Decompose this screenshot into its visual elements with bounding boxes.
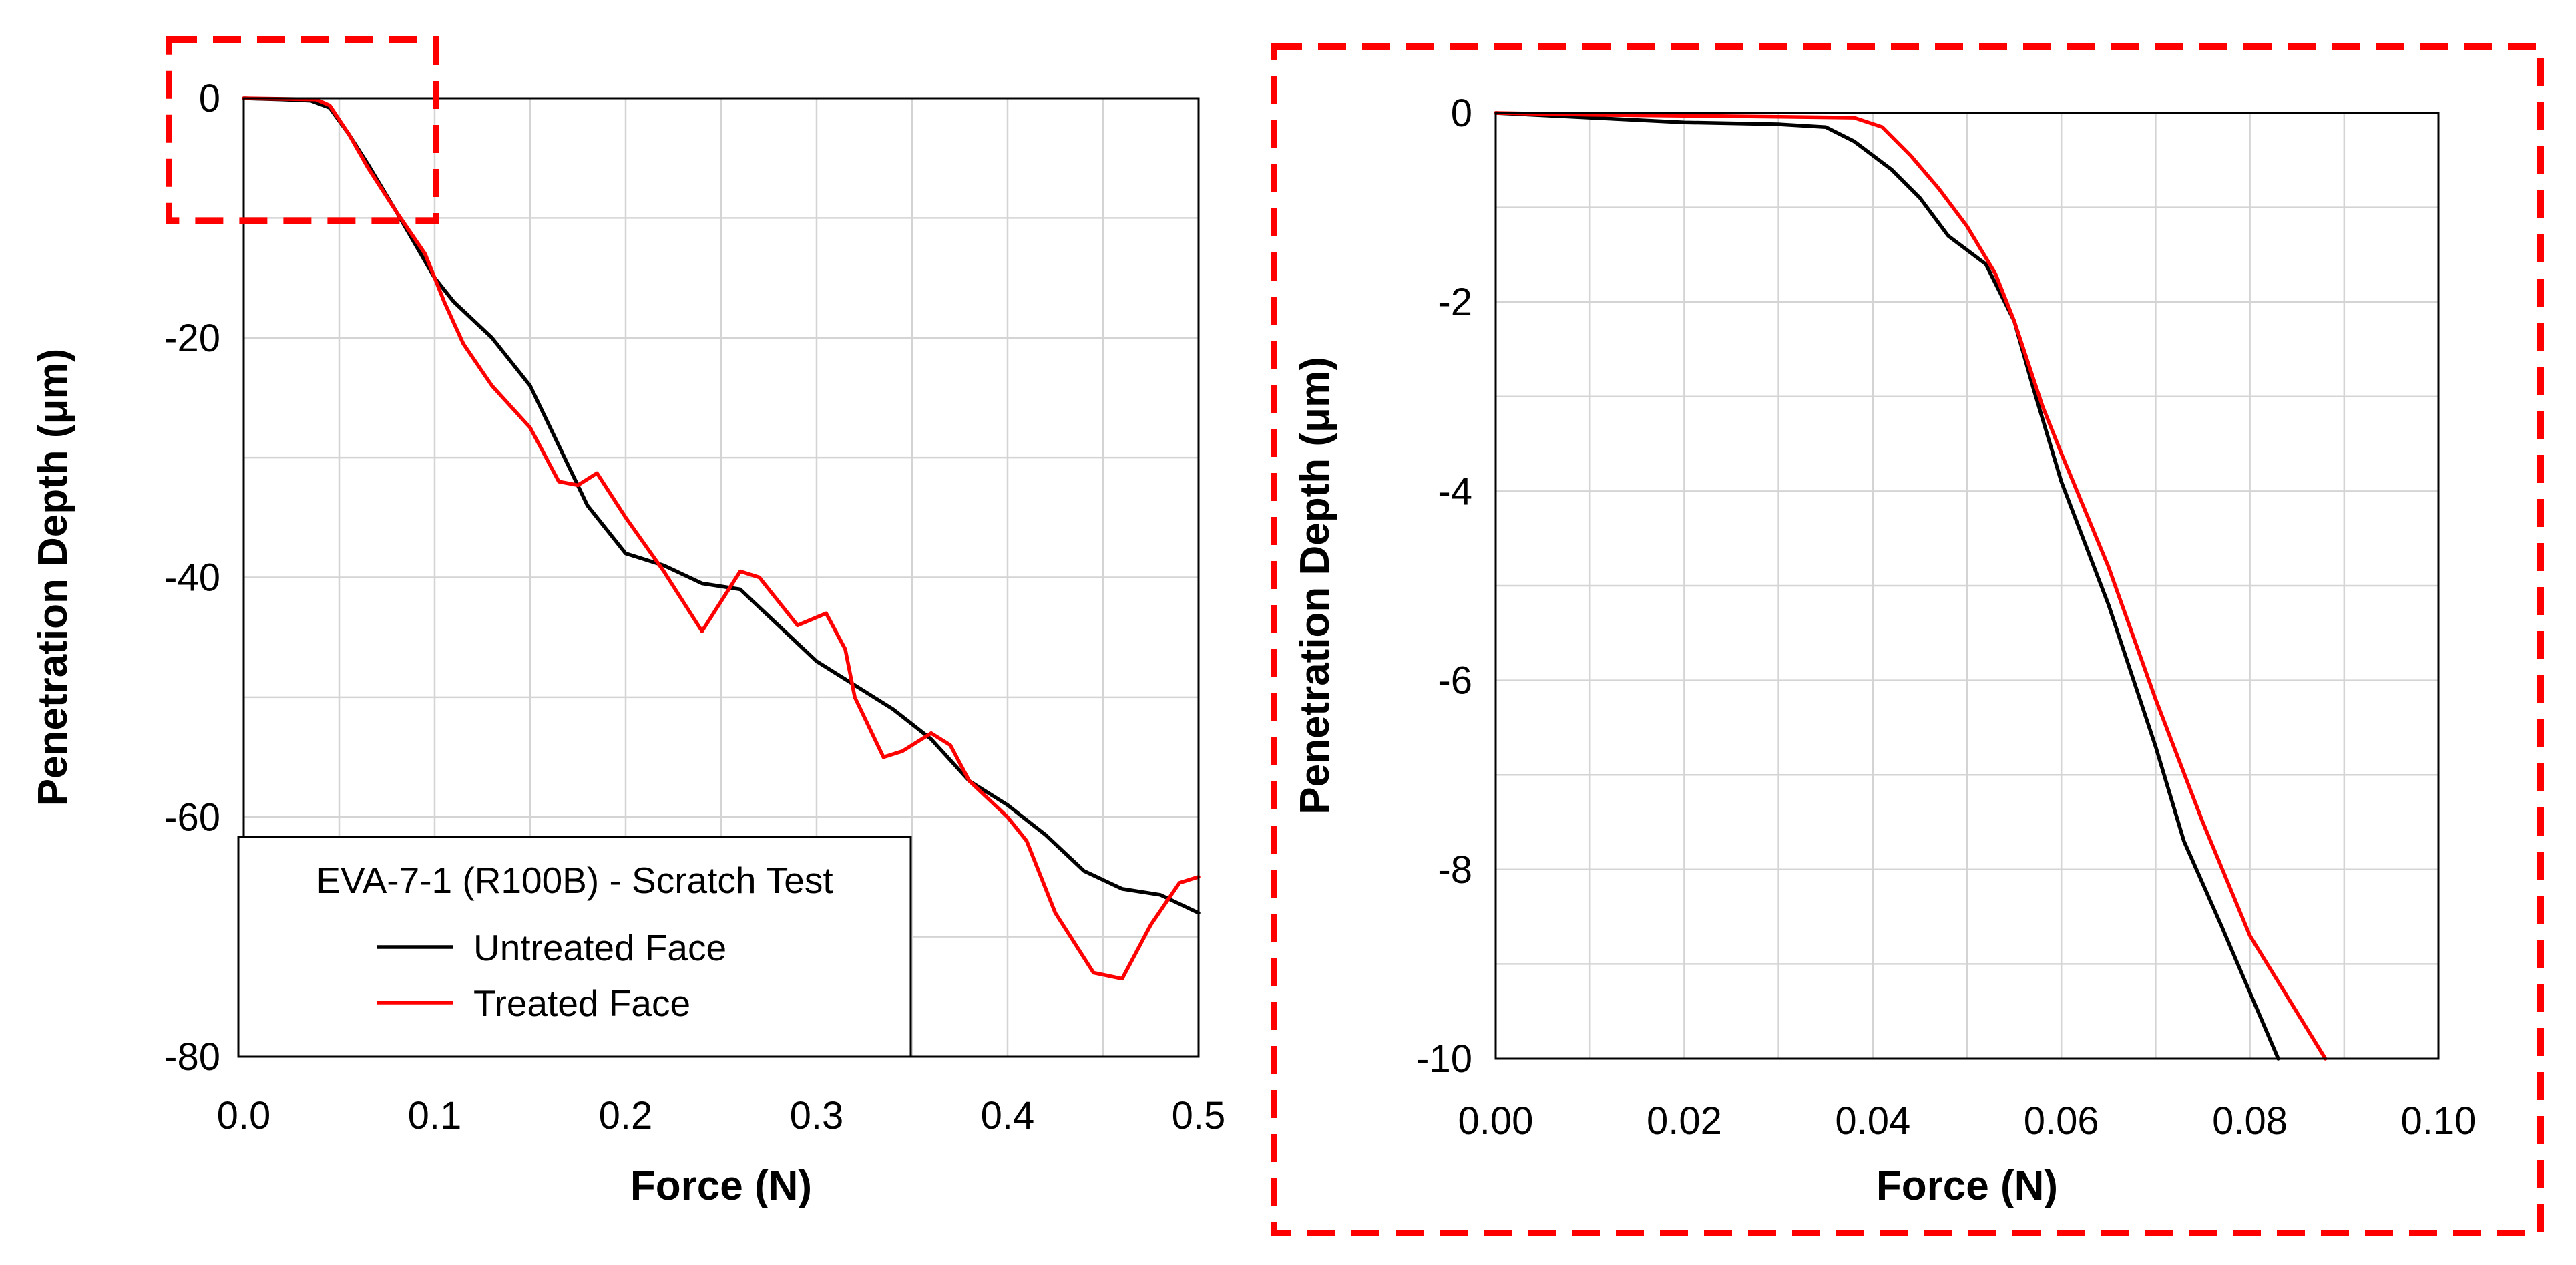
x-tick-label: 0.10 [2401, 1099, 2477, 1143]
plot-area-frame [1494, 112, 2440, 1060]
y-tick-label: -60 [164, 795, 220, 839]
x-tick-label: 0.08 [2212, 1099, 2288, 1143]
y-tick-label: -4 [1438, 470, 1472, 513]
overview-chart: 0.0 0.1 0.2 0.3 0.4 0.5 0 -20 -40 -60 -80 Force (N)… [30, 36, 1226, 1209]
x-tick-label: 0.1 [408, 1094, 462, 1137]
y-tick-label: -40 [164, 556, 220, 600]
y-tick-label: 0 [1451, 92, 1472, 135]
y-tick-label: -6 [1438, 659, 1472, 703]
x-tick-label: 0.02 [1647, 1099, 1722, 1143]
legend-entry-label: Untreated Face [473, 927, 726, 968]
x-tick-label: 0.00 [1458, 1099, 1534, 1143]
series-line-untreated-face [1494, 111, 2280, 1061]
x-tick-label: 0.4 [981, 1094, 1035, 1137]
y-tick-label: -8 [1438, 848, 1472, 892]
y-tick-label: -20 [164, 317, 220, 360]
legend: EVA-7-1 (R100B) - Scratch Test Untreated … [237, 836, 912, 1058]
y-axis-title: Penetration Depth (μm) [30, 349, 76, 807]
series-line-treated-face [1494, 111, 2328, 1061]
y-tick-label: -2 [1438, 281, 1472, 324]
x-tick-label: 0.06 [2024, 1099, 2099, 1143]
zoom-chart: 0.00 0.02 0.04 0.06 0.08 0.10 0 -2 -4 -6 -8 -10 Forc… [1292, 92, 2476, 1209]
x-tick-label: 0.04 [1835, 1099, 1910, 1143]
x-axis-title: Force (N) [1876, 1163, 2058, 1209]
legend-entry-label: Treated Face [473, 982, 690, 1024]
y-tick-label: -10 [1416, 1037, 1472, 1081]
x-tick-label: 0.2 [599, 1094, 653, 1137]
y-tick-label: -80 [164, 1035, 220, 1079]
x-tick-label: 0.3 [790, 1094, 844, 1137]
zoom-region-highlight [166, 36, 439, 224]
x-tick-label: 0.0 [217, 1094, 271, 1137]
legend-box [237, 836, 912, 1058]
series-line-treated-face [242, 96, 1201, 981]
x-axis-title: Force (N) [630, 1163, 812, 1209]
y-axis-title: Penetration Depth (μm) [1292, 357, 1338, 815]
legend-title: EVA-7-1 (R100B) - Scratch Test [316, 860, 833, 901]
y-tick-label: 0 [199, 77, 220, 120]
x-tick-label: 0.5 [1172, 1094, 1226, 1137]
zoom-panel-frame [1271, 43, 2544, 1236]
